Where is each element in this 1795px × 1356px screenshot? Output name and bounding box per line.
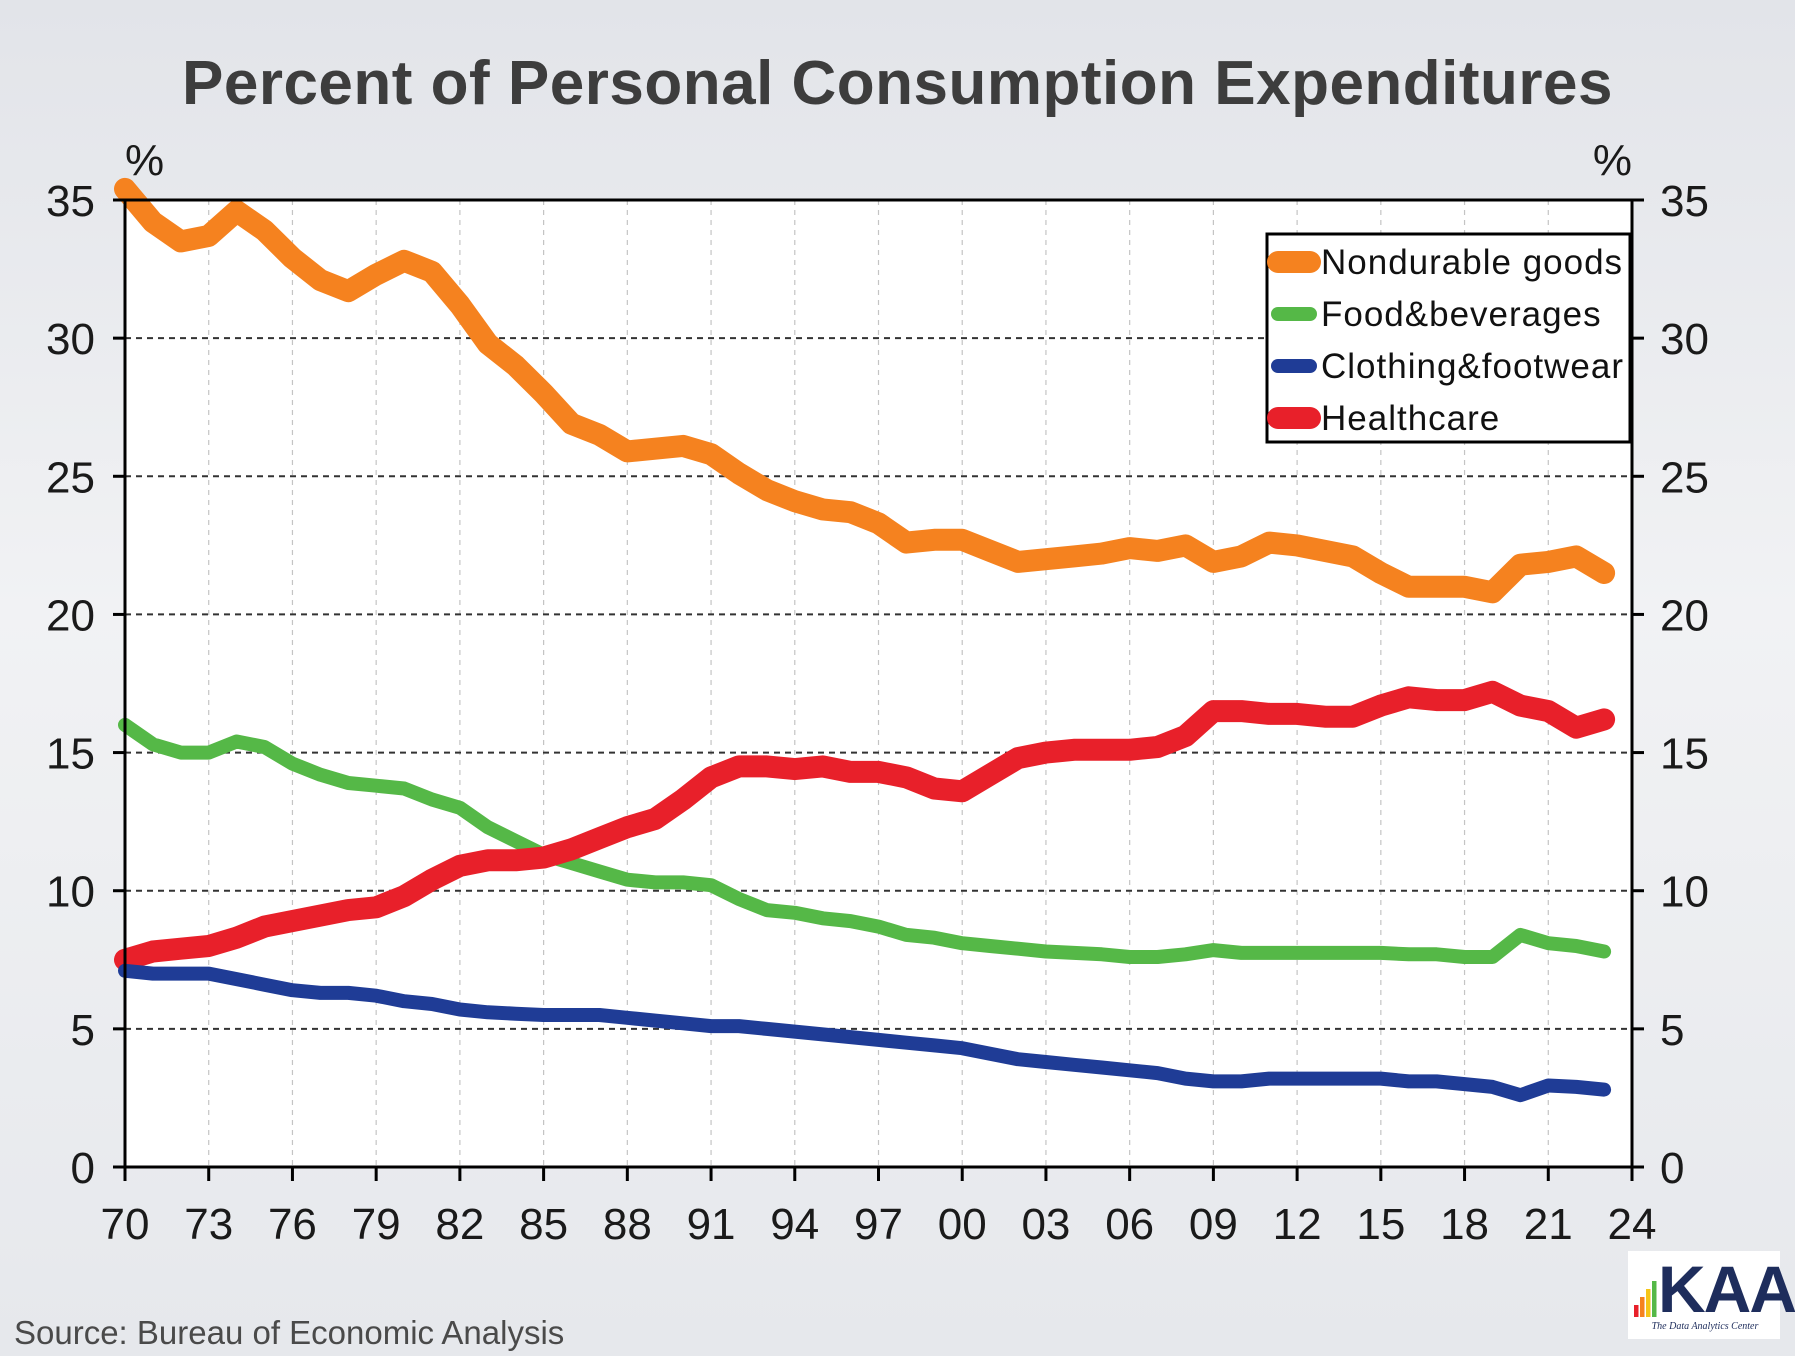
legend-label: Food&beverages	[1321, 295, 1602, 334]
series-line-healthcare	[114, 680, 1616, 971]
y-tick-label-left: 0	[71, 1144, 95, 1193]
y-unit-right: %	[1593, 136, 1632, 185]
x-tick-label: 03	[1021, 1200, 1070, 1249]
x-tick-label: 00	[938, 1200, 987, 1249]
x-tick-label: 21	[1524, 1200, 1573, 1249]
logo-bars-icon	[1634, 1281, 1657, 1317]
x-tick-label: 70	[101, 1200, 150, 1249]
x-tick-label: 18	[1440, 1200, 1489, 1249]
legend-label: Nondurable goods	[1321, 243, 1623, 282]
x-tick-label: 97	[854, 1200, 903, 1249]
series-line-nondurable-goods	[114, 177, 1616, 604]
y-tick-label-right: 0	[1660, 1144, 1684, 1193]
series-line-food-beverages	[118, 717, 1612, 964]
x-tick-label: 79	[352, 1200, 401, 1249]
y-tick-label-left: 25	[46, 453, 95, 502]
logo-text: KAA	[1658, 1252, 1795, 1326]
y-tick-label-right: 5	[1660, 1006, 1684, 1055]
x-tick-label: 88	[603, 1200, 652, 1249]
logo-tagline: The Data Analytics Center	[1651, 1321, 1759, 1332]
x-tick-label: 94	[770, 1200, 819, 1249]
y-tick-label-right: 30	[1660, 315, 1709, 364]
y-unit-left: %	[125, 136, 164, 185]
x-tick-label: 82	[435, 1200, 484, 1249]
y-tick-label-right: 25	[1660, 453, 1709, 502]
source-note: Source: Bureau of Economic Analysis	[14, 1314, 565, 1351]
legend-label: Clothing&footwear	[1321, 347, 1624, 386]
y-tick-label-left: 5	[71, 1006, 95, 1055]
y-tick-label-left: 30	[46, 315, 95, 364]
y-tick-label-left: 15	[46, 730, 95, 779]
x-tick-label: 24	[1608, 1200, 1657, 1249]
logo-bar	[1634, 1305, 1639, 1317]
x-tick-label: 85	[519, 1200, 568, 1249]
y-tick-label-right: 10	[1660, 868, 1709, 917]
y-tick-label-right: 20	[1660, 591, 1709, 640]
y-tick-label-left: 20	[46, 591, 95, 640]
kaa-logo: KAA The Data Analytics Center	[1628, 1251, 1795, 1339]
x-tick-label: 76	[268, 1200, 317, 1249]
x-tick-label: 06	[1105, 1200, 1154, 1249]
axis-ticks	[113, 198, 1644, 1181]
series-lines	[114, 177, 1616, 1103]
x-tick-label: 73	[184, 1200, 233, 1249]
y-tick-label-left: 10	[46, 868, 95, 917]
y-tick-label-right: 15	[1660, 730, 1709, 779]
logo-bar	[1646, 1289, 1651, 1317]
logo-bar	[1652, 1281, 1657, 1317]
logo-bar	[1640, 1297, 1645, 1317]
series-line-clothing-footwear	[118, 963, 1612, 1103]
x-tick-label: 15	[1356, 1200, 1405, 1249]
legend-label: Healthcare	[1321, 399, 1500, 438]
x-tick-label: 12	[1273, 1200, 1322, 1249]
chart-title: Percent of Personal Consumption Expendit…	[181, 49, 1614, 118]
y-tick-label-right: 35	[1660, 177, 1709, 226]
x-tick-label: 91	[687, 1200, 736, 1249]
x-tick-label: 09	[1189, 1200, 1238, 1249]
y-tick-label-left: 35	[46, 177, 95, 226]
legend-box	[1265, 232, 1632, 444]
legend: Nondurable goods Food&beverages Clothing&f…	[1265, 232, 1632, 444]
